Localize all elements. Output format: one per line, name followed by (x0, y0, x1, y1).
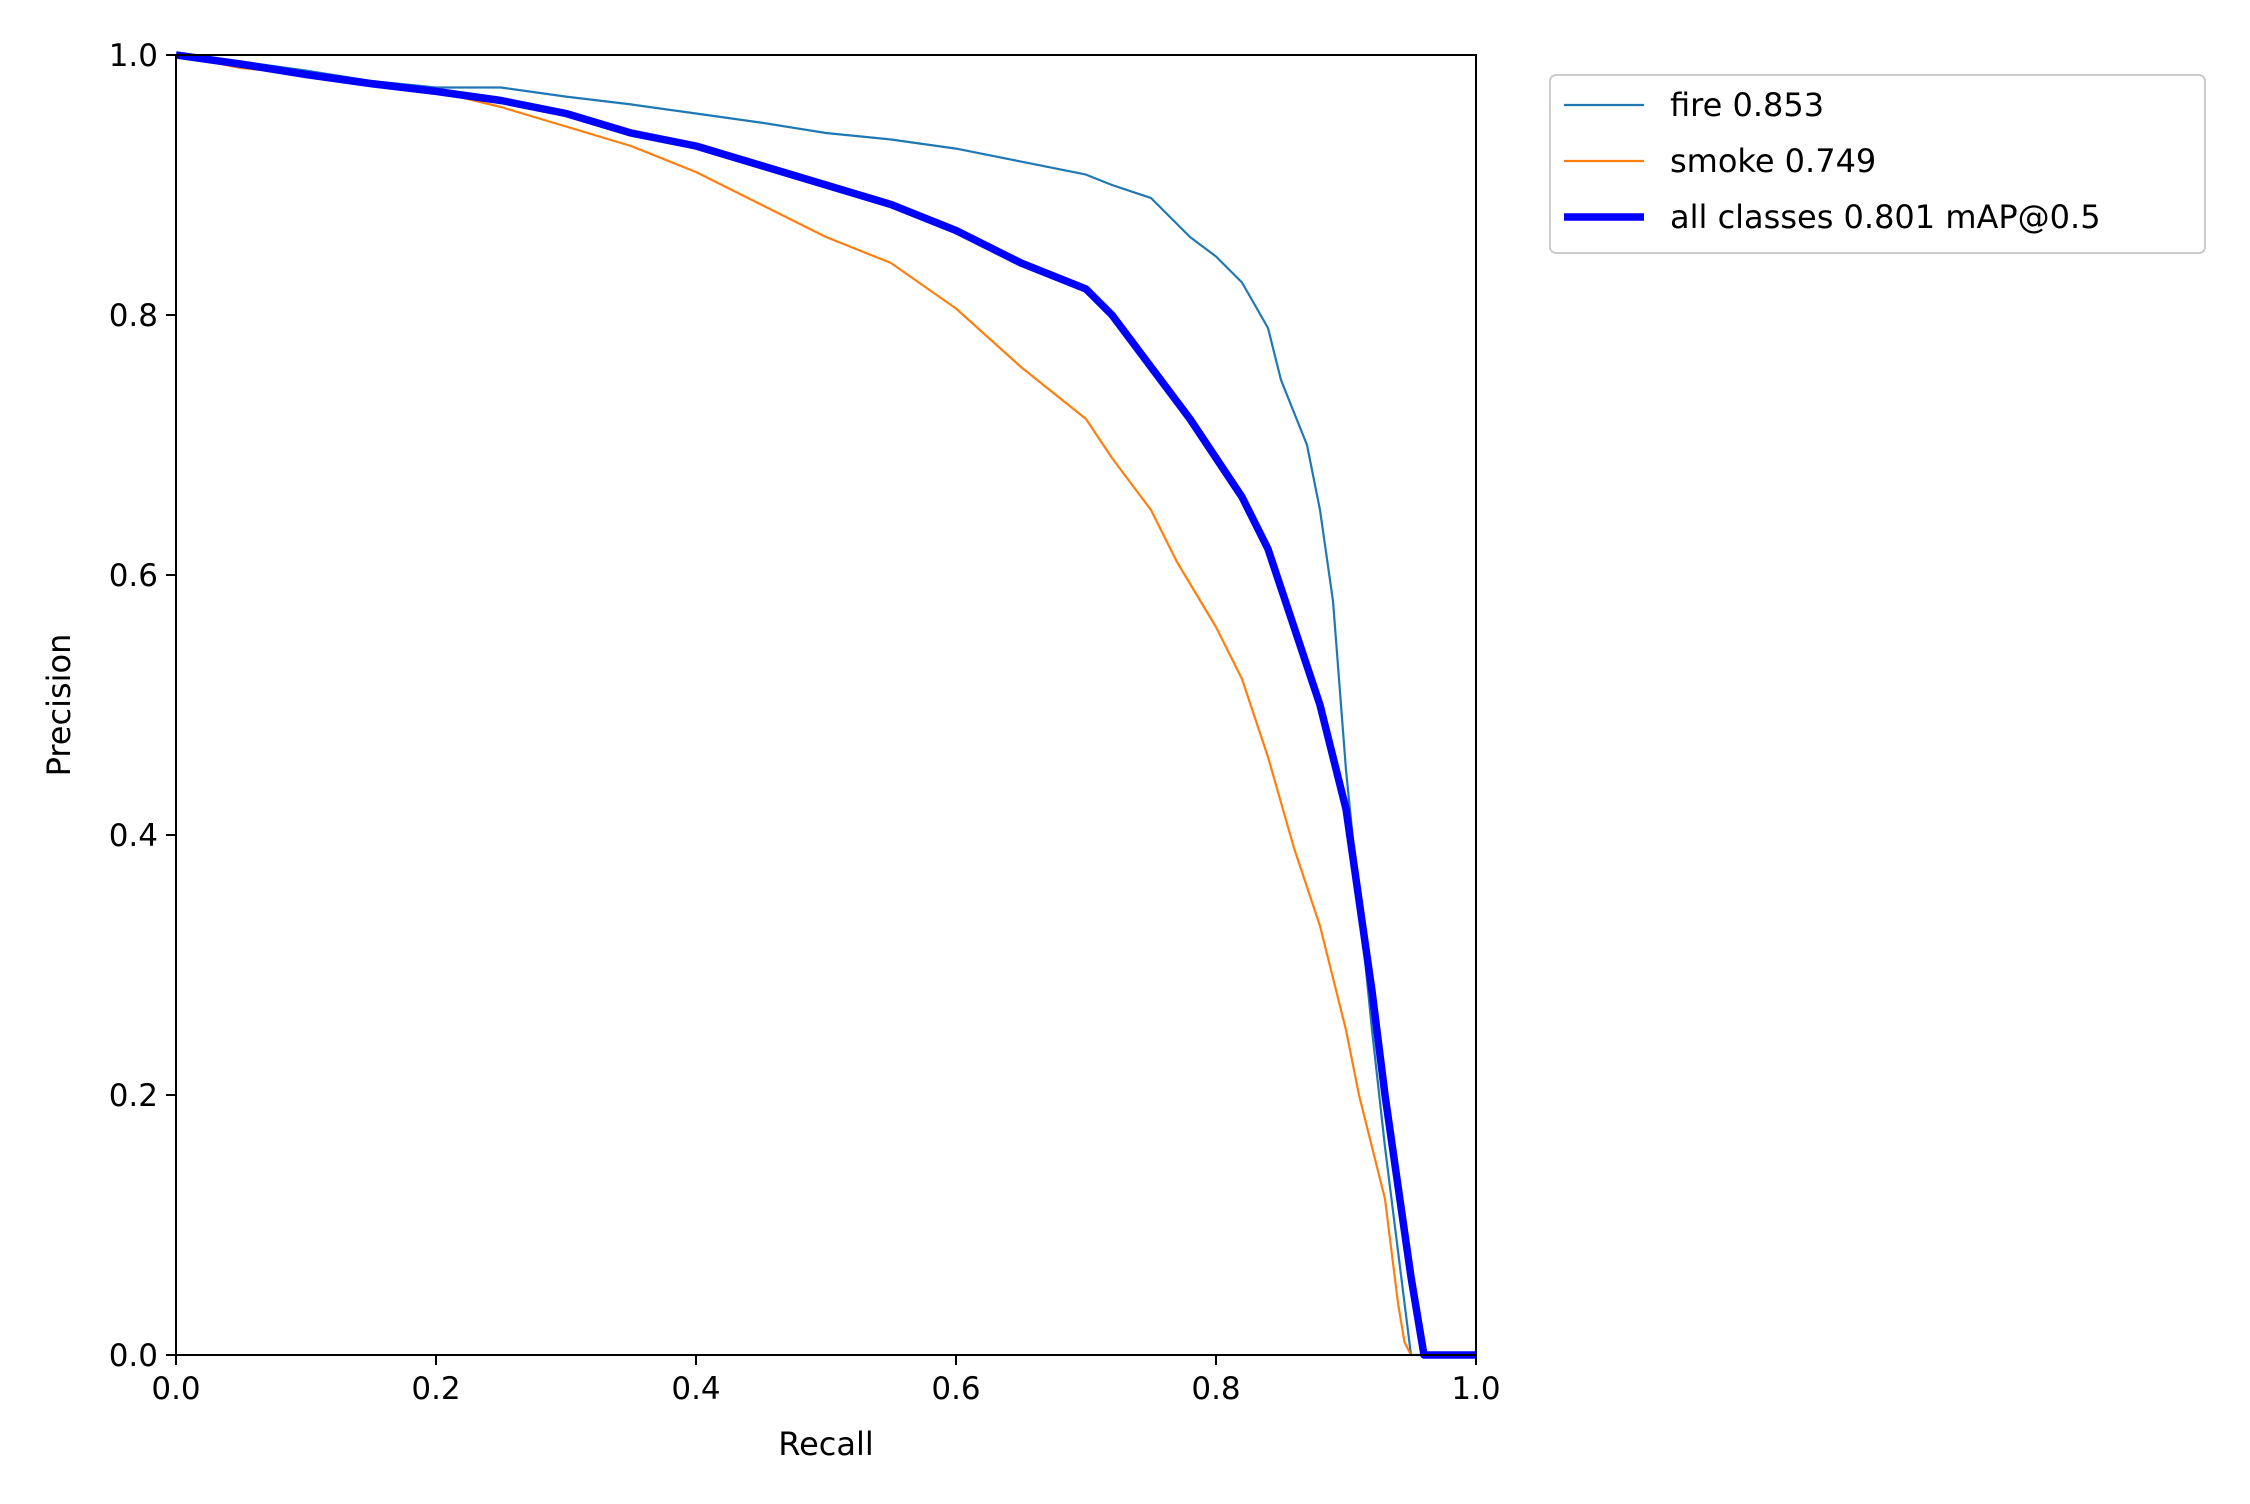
legend: fire 0.853 smoke 0.749 all classes 0.801 m… (1549, 74, 2206, 254)
axes-frame (175, 54, 1477, 1356)
legend-box (1549, 74, 2206, 254)
y-tick-label: 0.4 (109, 818, 158, 854)
axes: 0.00.0 0.2 0.2 0.4 0.4 0.6 0.6 0.8 0.8 1.0 1.0 Reca… (40, 38, 1501, 1463)
y-tick-label: 0.6 (109, 558, 158, 594)
x-tick-label: 0.8 (1191, 1371, 1240, 1407)
x-tick-label: 0.2 (411, 1371, 460, 1407)
y-tick-label: 0.0 (109, 1338, 158, 1374)
y-axis-label: Precision (40, 634, 78, 777)
legend-label-3: all classes 0.801 mAP@0.5 (1670, 198, 2101, 236)
y-tick-label: 0.2 (109, 1078, 158, 1114)
legend-label-1: fire 0.853 (1670, 86, 1824, 124)
legend-label-2: smoke 0.749 (1670, 142, 1876, 180)
x-tick-label: 0.0 (151, 1371, 200, 1407)
plot-area (176, 51, 1476, 1359)
x-axis-label: Recall (778, 1425, 873, 1463)
series-line-3 (176, 51, 1476, 1359)
series-line-2 (176, 53, 1412, 1356)
y-tick-label: 1.0 (109, 38, 158, 74)
x-tick-label: 0.4 (671, 1371, 720, 1407)
series-line-1 (176, 53, 1476, 1357)
x-tick-label: 0.6 (931, 1371, 980, 1407)
y-tick-label: 0.8 (109, 298, 158, 334)
x-tick-label: 1.0 (1451, 1371, 1500, 1407)
